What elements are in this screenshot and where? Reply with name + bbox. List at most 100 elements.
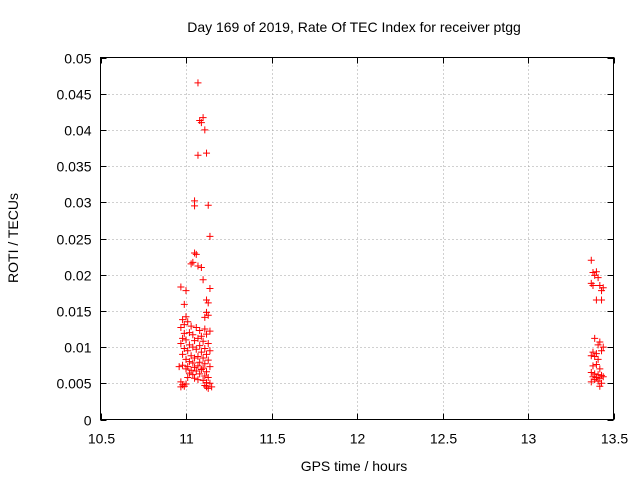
- data-point-marker: [599, 373, 607, 381]
- data-point-marker: [191, 202, 199, 210]
- data-point-marker: [199, 354, 207, 362]
- data-point-marker: [196, 358, 204, 366]
- y-tick-label: 0.035: [56, 159, 91, 175]
- x-tick-labels: 10.5 11 11.5 12 12.5 13 13.5: [88, 431, 628, 447]
- axis-ticks: [100, 57, 615, 421]
- data-point-marker: [179, 350, 187, 358]
- data-point-marker: [182, 336, 190, 344]
- x-tick-label: 12.5: [430, 431, 457, 447]
- data-point-marker: [197, 119, 205, 127]
- data-point-marker: [196, 342, 204, 350]
- data-point-marker: [589, 362, 597, 370]
- data-point-marker: [589, 282, 597, 290]
- data-point-marker: [187, 322, 195, 330]
- data-point-marker: [182, 380, 190, 388]
- data-point-marker: [180, 300, 188, 308]
- data-point-marker: [194, 353, 202, 361]
- data-point-marker: [203, 308, 211, 316]
- data-point-marker: [204, 339, 212, 347]
- data-point-marker: [203, 149, 211, 157]
- data-point-marker: [194, 79, 202, 87]
- data-point-marker: [177, 383, 185, 391]
- data-point-marker: [206, 379, 214, 387]
- data-point-marker: [191, 249, 199, 257]
- data-point-marker: [587, 368, 595, 376]
- data-point-marker: [187, 260, 195, 268]
- data-point-marker: [201, 345, 209, 353]
- data-point-marker: [189, 331, 197, 339]
- data-point-marker: [192, 367, 200, 375]
- data-point-marker: [204, 384, 212, 392]
- x-tick-label: 12: [350, 431, 366, 447]
- y-tick-labels: 0 0.005 0.01 0.015 0.02 0.025 0.03 0.035 0.04 0.0…: [56, 51, 91, 429]
- data-point-marker: [201, 360, 209, 368]
- data-point-marker: [184, 374, 192, 382]
- y-tick-label: 0.025: [56, 232, 91, 248]
- data-point-marker: [587, 352, 595, 360]
- data-point-marker: [587, 256, 595, 264]
- plot-frame: [100, 57, 614, 420]
- data-point-marker: [201, 126, 209, 134]
- data-point-marker: [194, 262, 202, 270]
- data-point-marker: [206, 347, 214, 355]
- data-point-marker: [189, 371, 197, 379]
- data-point-marker: [201, 325, 209, 333]
- data-point-marker: [206, 327, 214, 335]
- data-point-marker: [189, 359, 197, 367]
- data-point-marker: [201, 381, 209, 389]
- y-tick-label: 0.01: [64, 340, 91, 356]
- x-tick-label: 11.5: [259, 431, 285, 447]
- data-point-marker: [599, 343, 607, 351]
- data-point-marker: [196, 370, 204, 378]
- data-point-marker: [203, 296, 211, 304]
- data-point-marker: [201, 372, 209, 380]
- data-point-marker: [191, 363, 199, 371]
- data-point-marker: [203, 350, 211, 358]
- data-point-marker: [189, 258, 197, 266]
- data-point-marker: [179, 361, 187, 369]
- y-tick-label: 0.005: [56, 376, 91, 392]
- data-point-marker: [591, 334, 599, 342]
- data-point-marker: [598, 371, 606, 379]
- data-point-marker: [206, 232, 214, 240]
- data-point-marker: [598, 296, 606, 304]
- data-point-marker: [204, 356, 212, 364]
- data-point-marker: [598, 347, 606, 355]
- data-point-marker: [182, 287, 190, 295]
- data-point-marker: [191, 374, 199, 382]
- x-tick-label: 13: [521, 431, 537, 447]
- data-point-marker: [185, 369, 193, 377]
- data-point-marker: [598, 287, 606, 295]
- data-point-marker: [182, 313, 190, 321]
- data-point-marker: [591, 353, 599, 361]
- y-tick-label: 0: [84, 413, 92, 429]
- data-point-marker: [592, 350, 600, 358]
- y-tick-label: 0.015: [56, 304, 91, 320]
- data-point-marker: [594, 341, 602, 349]
- data-point-marker: [182, 365, 190, 373]
- data-point-marker: [194, 376, 202, 384]
- data-point-marker: [187, 366, 195, 374]
- data-point-marker: [596, 382, 604, 390]
- data-point-marker: [179, 316, 187, 324]
- data-point-marker: [194, 362, 202, 370]
- data-point-marker: [179, 334, 187, 342]
- data-point-marker: [598, 379, 606, 387]
- data-point-marker: [206, 363, 214, 371]
- data-point-marker: [194, 334, 202, 342]
- data-point-marker: [596, 365, 604, 373]
- y-tick-label: 0.02: [64, 268, 91, 284]
- data-point-marker: [204, 374, 212, 382]
- y-tick-label: 0.04: [64, 123, 91, 139]
- y-tick-label: 0.03: [64, 195, 91, 211]
- data-point-marker: [592, 360, 600, 368]
- data-point-marker: [194, 151, 202, 159]
- data-point-marker: [589, 373, 597, 381]
- data-points: [175, 79, 607, 392]
- data-point-marker: [594, 274, 602, 282]
- data-point-marker: [180, 329, 188, 337]
- data-point-marker: [185, 358, 193, 366]
- data-point-marker: [203, 368, 211, 376]
- data-point-marker: [192, 324, 200, 332]
